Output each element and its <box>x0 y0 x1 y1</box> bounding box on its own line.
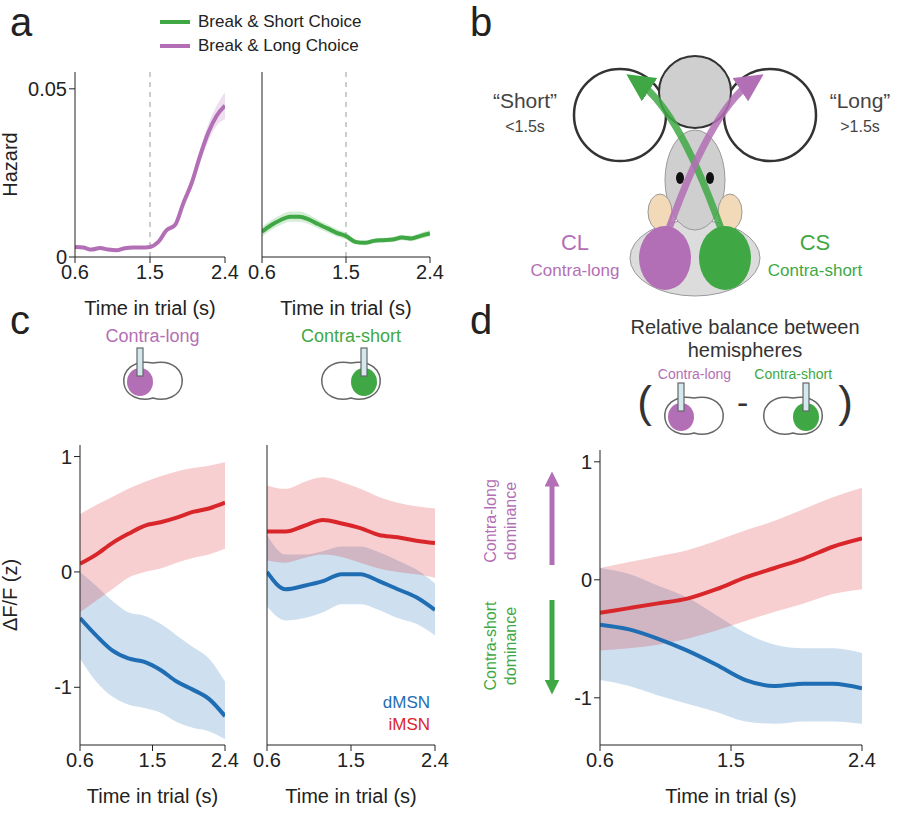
svg-text:-1: -1 <box>574 687 592 709</box>
html-text:Contra-short: Contra-short <box>301 326 401 346</box>
svg-text:0: 0 <box>61 561 72 583</box>
svg-text:-1: -1 <box>54 676 72 698</box>
html-text:Relative balance between hemis: Relative balance between hemispheres <box>630 316 860 361</box>
svg-text:0: 0 <box>581 569 592 591</box>
html-text:a: a <box>10 0 33 44</box>
svg-text:2.4: 2.4 <box>211 261 239 283</box>
html-text:Break & Long Choice: Break & Long Choice <box>198 36 359 55</box>
svg-text:Time in trial (s): Time in trial (s) <box>87 785 218 807</box>
svg-text:Time in trial (s): Time in trial (s) <box>280 297 411 319</box>
svg-text:“Long”: “Long” <box>830 89 891 112</box>
svg-text:“Short”: “Short” <box>493 89 557 112</box>
html-text:Contra-long: Contra-long <box>657 366 731 382</box>
html-text:Contra-short: Contra-short <box>754 366 833 382</box>
svg-text:0.6: 0.6 <box>253 749 281 771</box>
svg-text:Contra-short: Contra-short <box>768 261 863 280</box>
svg-text:CS: CS <box>800 230 831 255</box>
svg-text:2.4: 2.4 <box>211 749 239 771</box>
svg-text:1.5: 1.5 <box>139 749 167 771</box>
html-text:iMSN: iMSN <box>388 715 430 734</box>
html-text:Contra-long: Contra-long <box>105 326 200 346</box>
svg-text:1: 1 <box>581 451 592 473</box>
svg-text:dominance: dominance <box>502 482 519 560</box>
svg-text:2.4: 2.4 <box>416 261 444 283</box>
svg-text:0.05: 0.05 <box>28 78 67 100</box>
svg-text:dominance: dominance <box>502 607 519 685</box>
svg-text:0.6: 0.6 <box>61 261 89 284</box>
svg-text:2.4: 2.4 <box>421 749 449 771</box>
svg-text:1.5: 1.5 <box>136 261 164 283</box>
svg-text:0.6: 0.6 <box>586 749 614 771</box>
svg-text:Contra-short: Contra-short <box>482 601 499 690</box>
svg-text:Time in trial (s): Time in trial (s) <box>285 785 416 807</box>
svg-text:0.6: 0.6 <box>66 749 94 771</box>
svg-text:1.5: 1.5 <box>337 749 365 771</box>
html-text:c: c <box>10 298 30 342</box>
svg-text:0: 0 <box>56 246 67 268</box>
html-text:dMSN: dMSN <box>382 693 430 712</box>
svg-text:CL: CL <box>561 230 589 255</box>
svg-text:2.4: 2.4 <box>848 749 876 771</box>
svg-text:Contra-long: Contra-long <box>482 479 499 563</box>
svg-text:ΔF/F (z): ΔF/F (z) <box>0 559 21 631</box>
svg-text:1.5: 1.5 <box>332 261 360 283</box>
svg-text:Hazard: Hazard <box>0 132 21 196</box>
svg-text:0.6: 0.6 <box>248 261 276 283</box>
svg-text:Time in trial (s): Time in trial (s) <box>665 785 796 807</box>
svg-text:1: 1 <box>61 446 72 468</box>
svg-text:>1.5s: >1.5s <box>840 118 880 135</box>
html-text:Break & Short Choice: Break & Short Choice <box>198 12 362 31</box>
svg-text:Time in trial (s): Time in trial (s) <box>84 297 215 319</box>
svg-text:1.5: 1.5 <box>717 749 745 771</box>
html-text:b: b <box>470 0 493 44</box>
html-text:d: d <box>470 298 493 342</box>
svg-text:Contra-long: Contra-long <box>531 261 620 280</box>
svg-text:<1.5s: <1.5s <box>505 118 545 135</box>
